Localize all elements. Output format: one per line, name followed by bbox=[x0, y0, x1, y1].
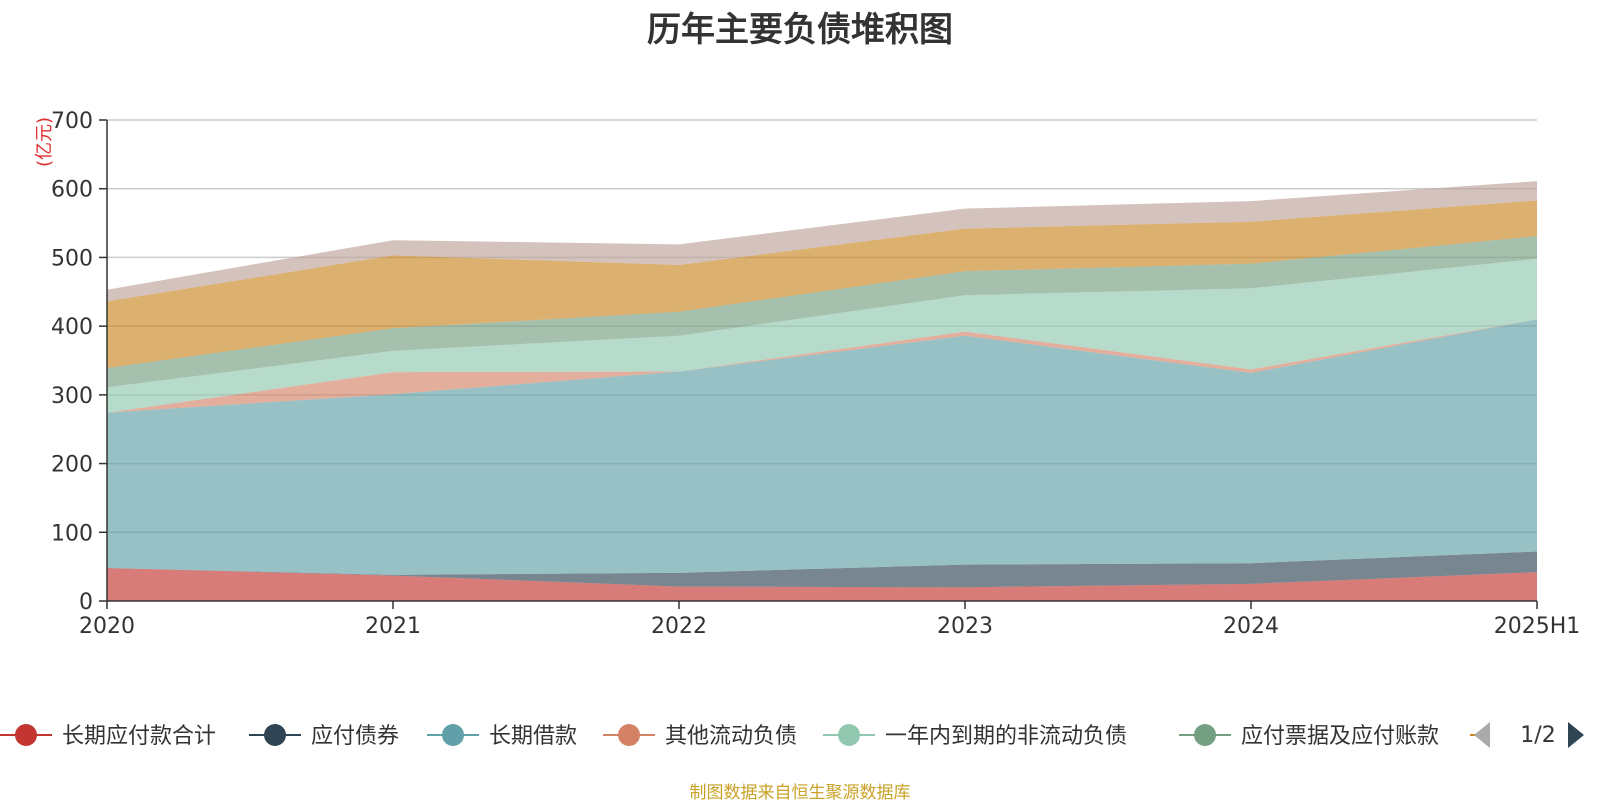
area-series-3 bbox=[107, 319, 1537, 413]
legend-prev-page-icon[interactable] bbox=[1474, 722, 1490, 748]
legend-item[interactable]: 长期应付款合计 bbox=[0, 724, 216, 749]
area-series-2 bbox=[107, 319, 1537, 575]
chart-title: 历年主要负债堆积图 bbox=[647, 10, 953, 50]
y-tick-label: 500 bbox=[51, 246, 93, 271]
legend-item[interactable]: 长期借款 bbox=[427, 724, 577, 749]
legend-swatch-icon bbox=[1194, 724, 1216, 746]
area-series-5 bbox=[107, 236, 1537, 388]
legend-next-page-icon[interactable] bbox=[1568, 722, 1584, 748]
legend-label: 应付票据及应付账款 bbox=[1241, 724, 1439, 749]
x-tick-label: 2024 bbox=[1223, 614, 1279, 639]
legend-label: 长期借款 bbox=[489, 724, 577, 749]
y-axis-unit-label: (亿元) bbox=[34, 117, 55, 167]
area-series-7 bbox=[107, 181, 1537, 302]
y-tick-label: 200 bbox=[51, 453, 93, 478]
y-tick-label: 100 bbox=[51, 521, 93, 546]
legend-label: 一年内到期的非流动负债 bbox=[885, 724, 1127, 749]
source-note: 制图数据来自恒生聚源数据库 bbox=[689, 783, 911, 803]
legend-pager[interactable]: 1/2 bbox=[1474, 722, 1584, 748]
y-tick-label: 300 bbox=[51, 384, 93, 409]
area-series bbox=[107, 181, 1537, 601]
x-tick-label: 2021 bbox=[365, 614, 421, 639]
legend-swatch-icon bbox=[838, 724, 860, 746]
y-tick-label: 0 bbox=[79, 590, 93, 615]
area-series-1 bbox=[107, 551, 1537, 588]
tick-labels: 0 100 200 300 400 500 600 700 2020 2021 2022 2023 20… bbox=[51, 109, 1580, 639]
y-tick-label: 400 bbox=[51, 315, 93, 340]
legend-page-indicator: 1/2 bbox=[1520, 723, 1555, 748]
x-tick-label: 2022 bbox=[651, 614, 707, 639]
x-tick-label: 2023 bbox=[937, 614, 993, 639]
legend-label: 其他流动负债 bbox=[665, 724, 797, 749]
area-series-0 bbox=[107, 568, 1537, 601]
legend-item[interactable]: 应付债券 bbox=[249, 724, 399, 749]
y-tick-label: 700 bbox=[51, 109, 93, 134]
axes bbox=[99, 119, 1538, 609]
legend-swatch-icon bbox=[264, 724, 286, 746]
legend-swatch-icon bbox=[442, 724, 464, 746]
y-tick-label: 600 bbox=[51, 178, 93, 203]
x-tick-label: 2025H1 bbox=[1494, 614, 1581, 639]
legend-swatch-icon bbox=[15, 724, 37, 746]
x-tick-label: 2020 bbox=[79, 614, 135, 639]
legend-swatch-icon bbox=[618, 724, 640, 746]
legend[interactable]: 长期应付款合计 应付债券 长期借款 其他流动负债 一年内到期的非流动负债 应付票据及应付账… bbox=[0, 724, 1480, 749]
legend-label: 应付债券 bbox=[311, 724, 399, 749]
legend-item[interactable]: 一年内到期的非流动负债 bbox=[823, 724, 1127, 749]
legend-label: 长期应付款合计 bbox=[62, 724, 216, 749]
area-series-4 bbox=[107, 258, 1537, 413]
legend-item[interactable]: 应付票据及应付账款 bbox=[1179, 724, 1439, 749]
legend-item[interactable]: 其他流动负债 bbox=[603, 724, 797, 749]
area-series-6 bbox=[107, 200, 1537, 369]
